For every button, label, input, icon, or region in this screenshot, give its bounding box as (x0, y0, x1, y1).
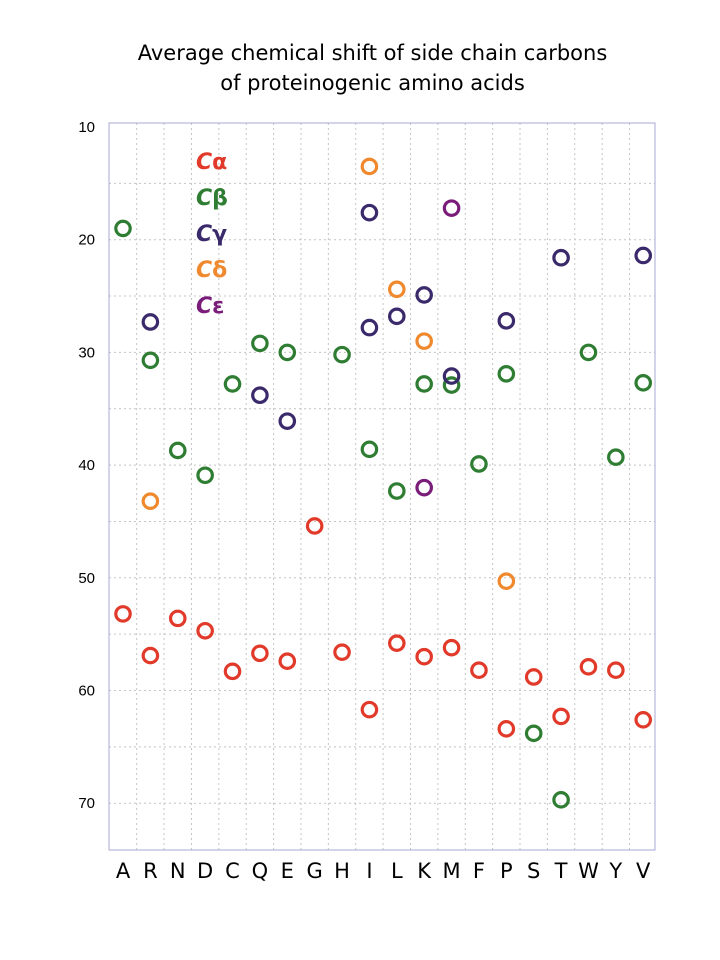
x-tick-label: I (366, 859, 372, 883)
point-series-2-I (360, 440, 379, 459)
point-series-1-W (579, 658, 598, 676)
point-series-1-I (360, 700, 379, 719)
point-series-3-I (360, 203, 379, 222)
point-series-2-S (524, 724, 543, 743)
x-tick-label: G (307, 859, 323, 883)
x-tick-label: R (143, 859, 158, 883)
x-tick-label: A (116, 859, 131, 883)
point-series-1-L (387, 634, 406, 652)
point-series-1-N (168, 609, 187, 628)
point-series-4-K (415, 332, 433, 350)
y-tick-label: 70 (78, 795, 95, 812)
point-series-3-I (360, 318, 379, 337)
y-tick-label: 30 (78, 344, 95, 361)
point-series-3-Q (251, 386, 269, 405)
point-series-3-K (415, 286, 433, 304)
point-series-1-P (497, 720, 516, 738)
point-series-2-T (552, 791, 570, 809)
chart-title: Average chemical shift of side chain car… (0, 38, 720, 98)
point-series-1-S (524, 668, 543, 686)
point-series-1-M (442, 638, 461, 657)
point-series-4-I (360, 157, 379, 176)
chart-title-line-1: Average chemical shift of side chain car… (137, 41, 608, 65)
point-series-1-A (114, 605, 132, 623)
y-tick-label: 20 (78, 232, 95, 249)
x-tick-label: K (417, 859, 432, 883)
point-series-3-M (442, 367, 461, 385)
y-tick-label: 40 (78, 457, 95, 474)
point-series-2-N (168, 441, 187, 460)
grid-lines (109, 123, 655, 850)
x-tick-label: H (334, 859, 350, 883)
x-tick-label: Y (608, 859, 622, 883)
point-series-2-L (387, 482, 406, 500)
point-series-2-P (497, 365, 516, 383)
x-tick-label: Q (252, 859, 269, 883)
point-series-2-E (278, 343, 297, 362)
x-tick-label: T (554, 859, 568, 883)
legend-item-4: Cδ (196, 258, 227, 283)
point-series-1-Q (251, 644, 269, 663)
x-tick-label: M (442, 859, 460, 883)
point-series-2-M (442, 376, 461, 394)
legend: Cα Cβ Cγ Cδ Cε (196, 150, 228, 319)
point-series-1-K (415, 647, 433, 666)
point-series-1-H (333, 643, 351, 661)
point-series-3-E (278, 412, 297, 430)
point-series-3-P (497, 312, 516, 330)
point-series-1-Y (607, 661, 625, 680)
x-tick-label: C (225, 859, 240, 883)
point-series-2-K (415, 375, 433, 393)
point-series-1-T (552, 707, 570, 726)
point-series-3-R (141, 313, 160, 331)
point-series-2-C (223, 375, 242, 393)
point-series-1-F (470, 661, 488, 680)
legend-item-5: Cε (196, 294, 224, 319)
x-tick-label: V (636, 859, 651, 883)
point-series-1-V (634, 711, 653, 729)
y-axis: 10 20 30 40 50 60 70 (78, 119, 95, 812)
point-series-4-P (497, 572, 516, 590)
plot-frame (108, 122, 656, 851)
point-series-2-F (470, 455, 488, 473)
y-tick-label: 50 (78, 570, 95, 587)
point-series-2-W (579, 343, 598, 362)
point-series-1-E (278, 652, 297, 670)
point-series-4-R (141, 492, 160, 510)
x-tick-label: S (527, 859, 540, 883)
y-tick-label: 10 (78, 119, 95, 136)
point-series-1-G (305, 517, 324, 535)
point-series-2-H (333, 345, 351, 364)
legend-item-3: Cγ (196, 222, 227, 247)
point-series-3-L (387, 307, 406, 326)
x-tick-label: W (578, 859, 599, 883)
x-tick-label: E (281, 859, 294, 883)
point-series-2-Q (251, 334, 269, 353)
data-points (114, 157, 653, 809)
x-tick-label: L (391, 859, 403, 883)
x-tick-label: P (500, 859, 513, 883)
chart-title-line-2: of proteinogenic amino acids (220, 71, 525, 95)
point-series-2-Y (607, 448, 625, 467)
point-series-2-R (141, 351, 160, 370)
point-series-5-M (442, 199, 461, 217)
legend-item-2: Cβ (196, 186, 228, 211)
point-series-2-V (634, 374, 653, 392)
x-tick-label: D (197, 859, 213, 883)
point-series-3-T (552, 248, 570, 267)
point-series-2-D (196, 466, 214, 485)
point-series-1-D (196, 621, 214, 640)
point-series-5-K (415, 478, 433, 497)
x-tick-label: N (170, 859, 186, 883)
point-series-4-L (387, 280, 406, 299)
point-series-1-R (141, 646, 160, 665)
x-tick-label: F (473, 859, 485, 883)
legend-item-1: Cα (196, 150, 227, 175)
point-series-2-A (114, 219, 132, 238)
point-series-1-C (223, 662, 242, 681)
y-tick-label: 60 (78, 683, 95, 700)
point-series-3-V (634, 246, 653, 265)
